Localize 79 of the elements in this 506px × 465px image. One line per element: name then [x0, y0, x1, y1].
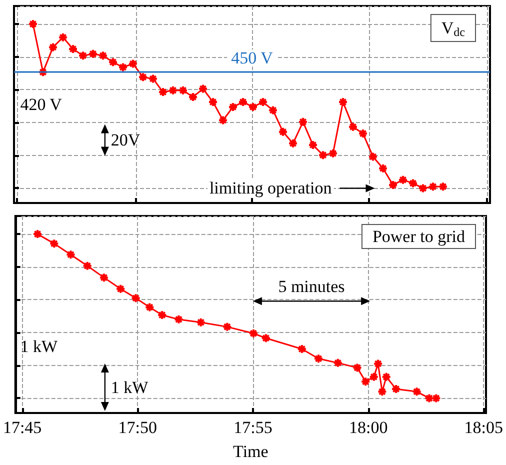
point — [228, 102, 238, 112]
point — [368, 152, 378, 162]
point — [158, 87, 168, 98]
point — [138, 72, 148, 82]
point — [388, 180, 398, 190]
ref-line-label: 450 V — [231, 48, 274, 68]
point — [352, 362, 362, 373]
point — [174, 314, 184, 324]
x-tick-label: 17:55 — [234, 418, 272, 437]
point — [178, 85, 188, 96]
point — [118, 62, 128, 72]
annotation: 1 kW — [20, 337, 58, 356]
point — [188, 92, 198, 102]
annotation: 5 minutes — [278, 277, 345, 296]
point — [368, 372, 379, 382]
x-tick-label: 17:50 — [118, 418, 157, 437]
point — [258, 97, 268, 108]
point — [148, 74, 158, 84]
point — [332, 358, 343, 368]
point — [278, 126, 288, 137]
point — [68, 44, 78, 54]
point — [381, 372, 392, 382]
point — [157, 310, 168, 320]
point — [238, 97, 248, 108]
point — [296, 344, 307, 354]
point — [373, 358, 384, 369]
point — [222, 322, 232, 332]
point — [38, 67, 48, 78]
point — [208, 97, 218, 108]
point — [358, 128, 368, 139]
annotation: limiting operation — [209, 178, 332, 198]
point — [130, 293, 141, 304]
point — [58, 32, 68, 42]
annotation: 20V — [110, 130, 141, 150]
point — [128, 58, 138, 69]
point — [168, 85, 178, 96]
point — [377, 386, 388, 397]
point — [49, 238, 60, 249]
x-tick-label: 18:05 — [464, 418, 504, 437]
point — [268, 105, 278, 116]
point — [98, 50, 108, 61]
point — [408, 178, 418, 188]
point — [360, 376, 371, 387]
point — [82, 260, 92, 271]
x-tick-label: 17:45 — [2, 418, 42, 437]
point — [328, 148, 338, 158]
x-axis-title: Time — [233, 442, 268, 461]
annotation: Power to grid — [372, 227, 466, 246]
point — [108, 57, 118, 68]
point — [248, 102, 258, 112]
point — [314, 354, 324, 364]
point — [418, 183, 428, 194]
point — [78, 50, 88, 61]
point — [248, 328, 258, 338]
point — [348, 122, 358, 132]
point — [260, 333, 271, 344]
point — [412, 386, 422, 397]
point — [116, 284, 126, 294]
point — [66, 250, 76, 260]
point — [218, 115, 228, 126]
point — [288, 138, 298, 148]
annotation: 1 kW — [110, 378, 150, 397]
point — [98, 272, 109, 283]
point — [198, 84, 208, 94]
point — [338, 97, 348, 108]
point — [398, 174, 408, 185]
point — [308, 140, 318, 150]
point — [424, 393, 434, 404]
point — [378, 163, 388, 174]
annotation: 420 V — [20, 95, 63, 114]
point — [298, 116, 308, 127]
x-tick-label: 18:00 — [348, 418, 388, 437]
point — [196, 317, 206, 328]
point — [144, 302, 155, 312]
point — [48, 42, 58, 52]
point — [391, 384, 402, 394]
point — [88, 48, 98, 59]
point — [428, 182, 438, 192]
point — [318, 150, 328, 160]
